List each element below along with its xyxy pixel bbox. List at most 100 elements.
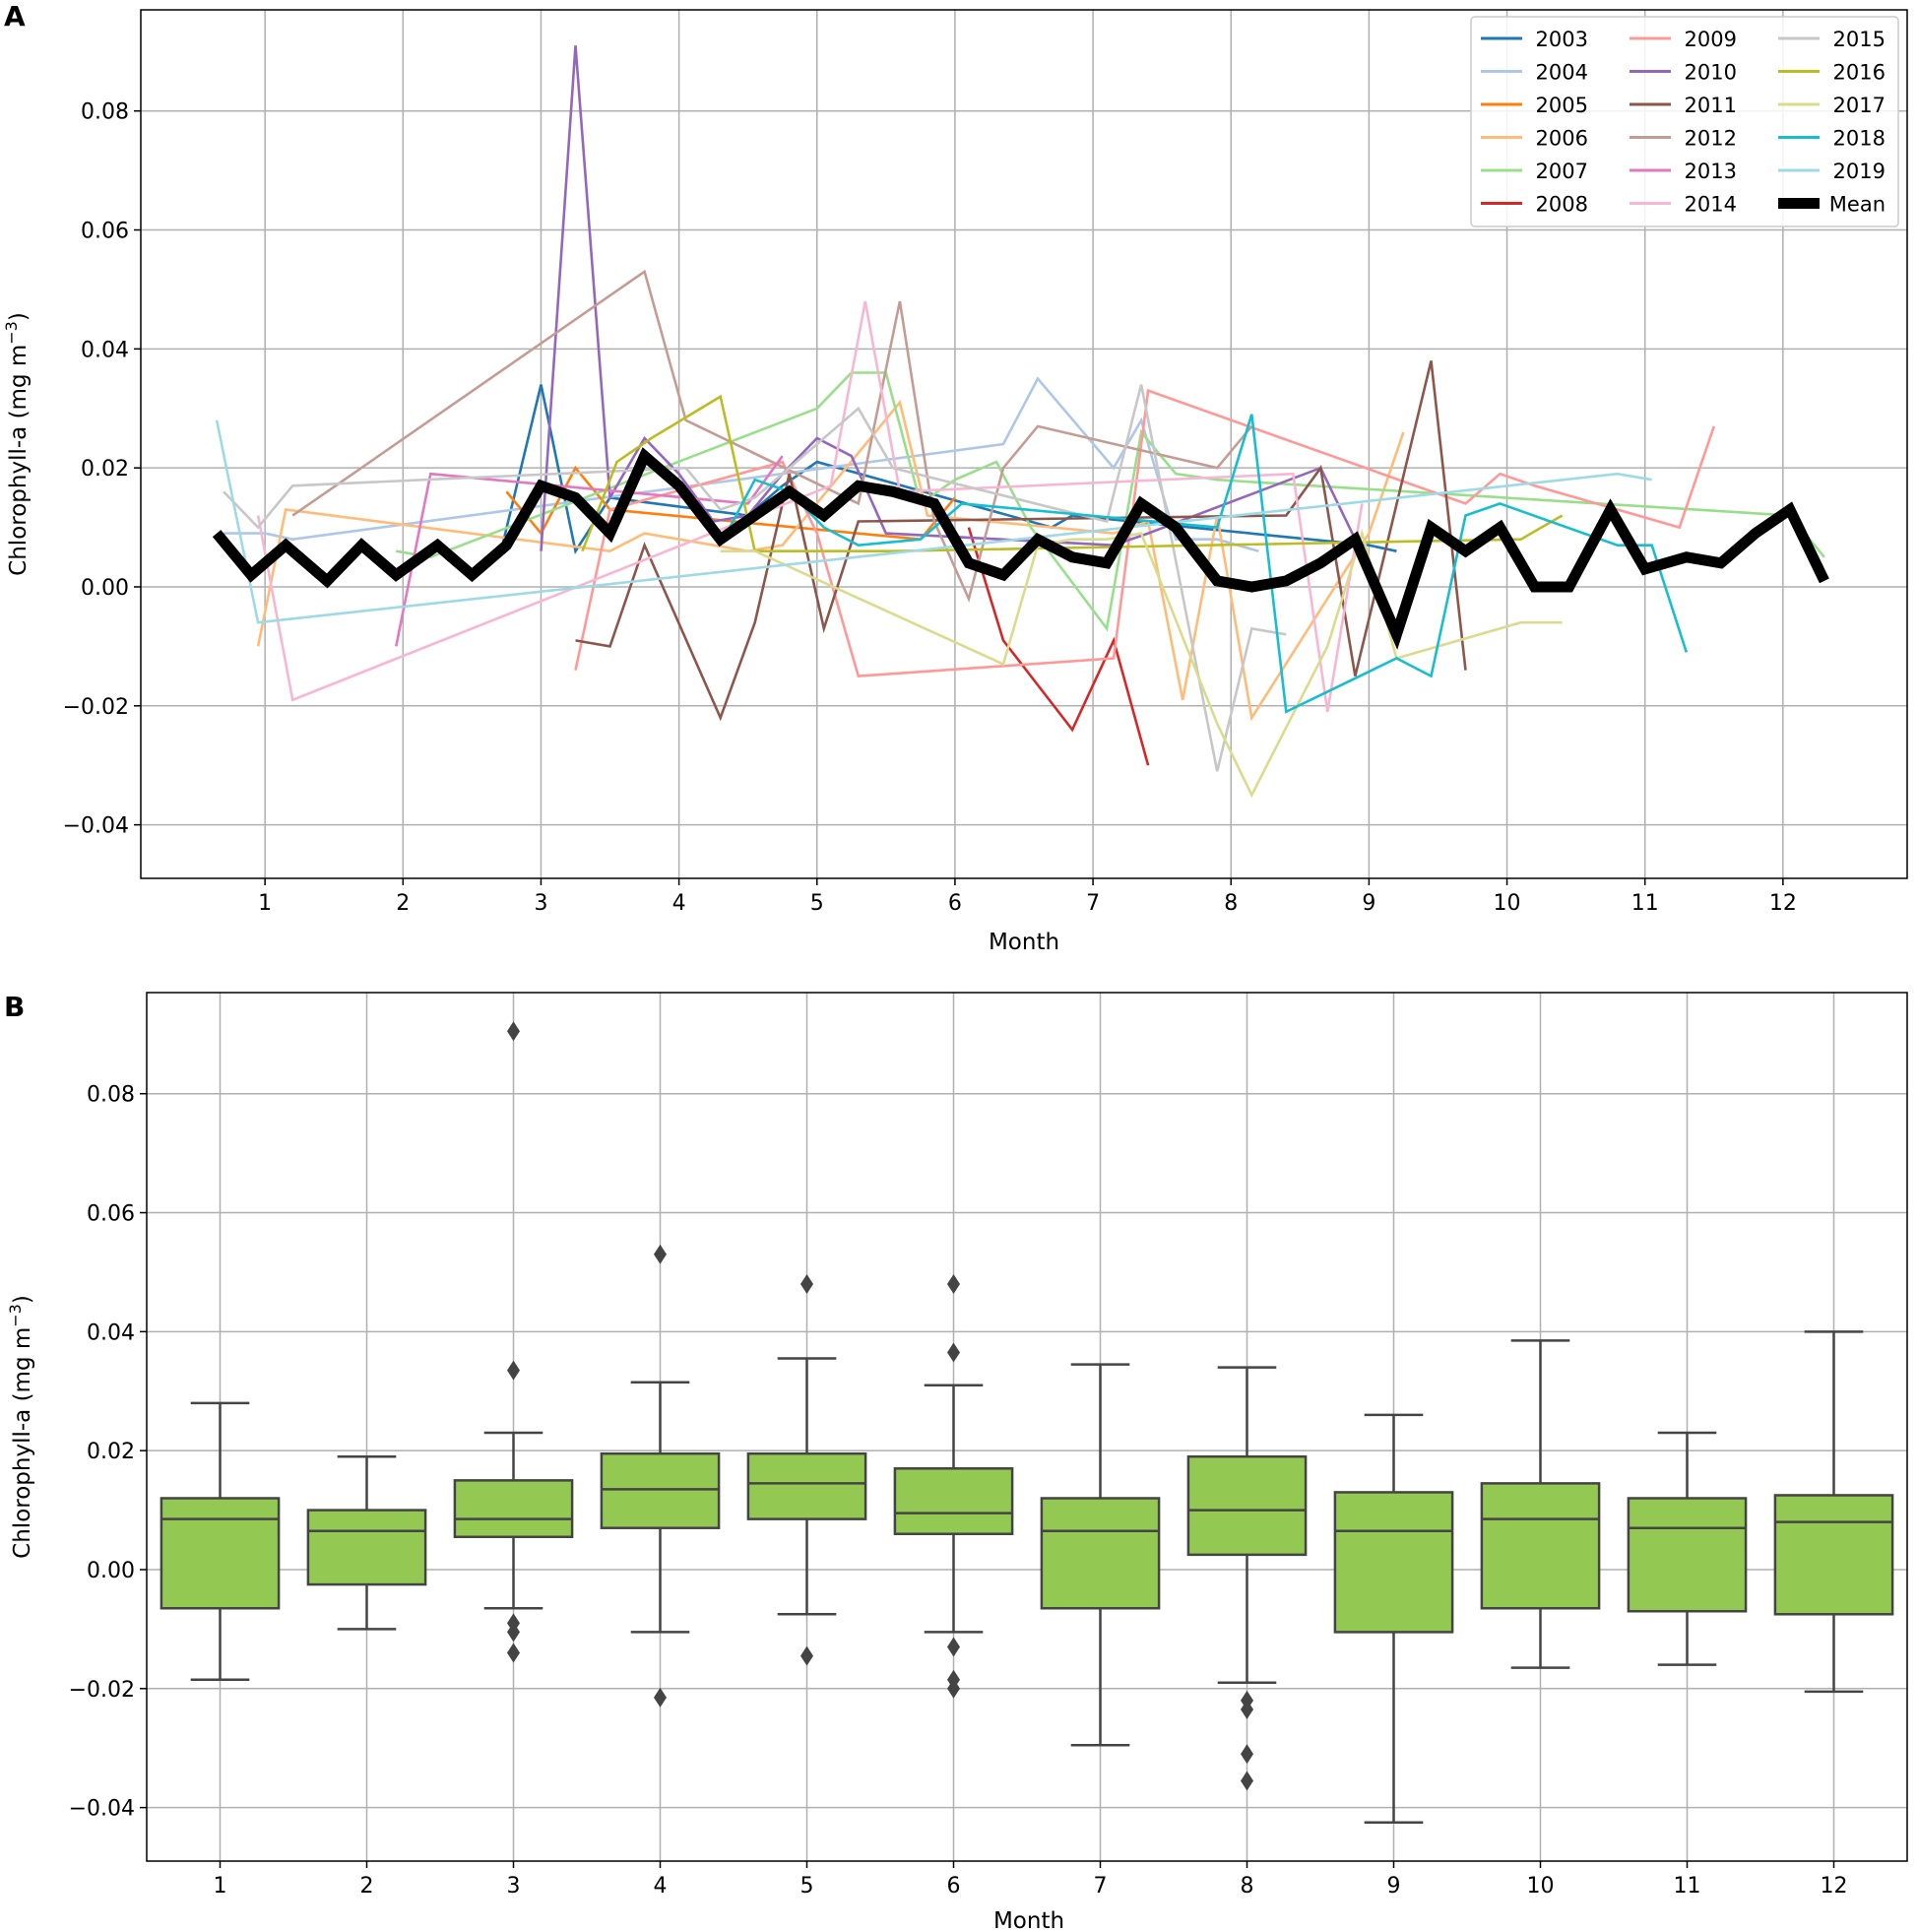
legend-label: 2014 [1685,193,1737,217]
outlier-marker [507,1642,520,1663]
panel-a-y-tick-label: 0.02 [81,457,129,482]
panel-b-letter: B [4,991,25,1023]
panel-a-line-chart: A 1 2 3 4 5 6 7 8 9 10 11 12−0.04−0.020.000.020.040… [2,0,1908,955]
panel-b-y-label-sup: −3 [6,1304,25,1327]
panel-a-y-axis-label: Chlorophyll-a (mg m−3) [2,312,32,576]
series-line-2015 [223,384,1287,772]
panel-a-x-tick-label: 12 [1769,891,1797,916]
outlier-marker [800,1645,813,1666]
panel-a-y-tick-label: 0.00 [81,576,129,601]
legend-label: 2012 [1685,127,1737,151]
panel-b-x-tick-label: 5 [800,1874,814,1899]
outlier-marker [800,1274,813,1295]
box-iqr [160,1497,281,1610]
panel-a-y-tick-label: 0.08 [81,100,129,125]
legend-label: Mean [1829,193,1886,217]
outlier-marker [947,1342,960,1363]
panel-a-y-label-main: Chlorophyll-a (mg m [6,345,32,576]
legend-label: 2004 [1536,61,1588,85]
panel-a-x-tick-label: 9 [1362,891,1375,916]
panel-a-x-tick-label: 10 [1494,891,1521,916]
panel-a-y-tick-label: −0.02 [63,695,129,720]
box-month-12 [1773,1330,1894,1694]
panel-b-x-axis-label: Month [993,1908,1064,1932]
panel-a-y-tick-label: 0.04 [81,338,129,362]
box-month-3 [453,1021,574,1663]
series-line-2006 [256,399,1405,722]
box-month-5 [746,1274,867,1666]
panel-b-ticks: 1 2 3 4 5 6 7 8 9 10 11 12−0.04−0.020.000.020.040.0… [69,1083,1848,1899]
panel-a-x-tick-label: 5 [810,891,824,916]
panel-a-y-tick-label: 0.06 [81,220,129,244]
legend-label: 2007 [1536,160,1588,183]
legend-label: 2013 [1685,160,1737,183]
panel-a-grid [141,10,1907,878]
outlier-marker [654,1687,667,1707]
outlier-marker [507,1021,520,1042]
legend-label: 2015 [1833,28,1886,51]
legend-label: 2006 [1536,127,1588,151]
legend-label: 2016 [1833,61,1886,85]
series-line-2019 [215,419,1652,624]
legend-label: 2008 [1536,193,1588,217]
outlier-marker [507,1622,520,1642]
box-iqr [893,1467,1014,1535]
box-iqr [306,1509,427,1586]
mean-line [212,447,1829,650]
box-month-2 [306,1454,427,1631]
legend-label: 2017 [1833,94,1886,117]
panel-b-x-tick-label: 3 [507,1874,521,1899]
panel-a-x-tick-label: 6 [948,891,962,916]
panel-b-x-tick-label: 11 [1674,1874,1701,1899]
panel-a-letter: A [4,0,26,32]
panel-a-x-tick-label: 1 [258,891,272,916]
panel-a-ticks: 1 2 3 4 5 6 7 8 9 10 11 12−0.04−0.020.000.020.040.0… [63,100,1797,916]
legend-label: 2003 [1536,28,1588,51]
panel-b-y-tick-label: 0.04 [87,1320,135,1345]
box-iqr [1773,1494,1894,1616]
panel-b-y-tick-label: 0.06 [87,1202,135,1227]
outlier-marker [1241,1771,1253,1791]
legend-label: 2019 [1833,160,1886,183]
panel-b-y-label-close: ) [10,1295,35,1304]
panel-b-y-tick-label: 0.00 [87,1559,135,1583]
panel-b-y-tick-label: 0.08 [87,1083,135,1108]
panel-b-x-tick-label: 12 [1821,1874,1848,1899]
panel-a-x-tick-label: 7 [1086,891,1100,916]
panel-b-x-tick-label: 9 [1387,1874,1401,1899]
legend-label: 2009 [1685,28,1737,51]
box-month-4 [600,1244,721,1707]
series-line-2004 [224,376,1259,552]
legend-label: 2005 [1536,94,1588,117]
box-iqr [1040,1497,1161,1610]
series-line-2016 [581,394,1564,553]
panel-b-boxes [160,1021,1894,1824]
box-month-8 [1186,1366,1308,1791]
panel-a-x-tick-label: 3 [534,891,547,916]
box-month-1 [160,1401,281,1681]
panel-b-x-tick-label: 4 [654,1874,668,1899]
panel-b-x-tick-label: 2 [360,1874,374,1899]
panel-a-x-tick-label: 11 [1631,891,1659,916]
box-iqr [1480,1482,1601,1610]
box-month-6 [893,1274,1014,1699]
box-iqr [453,1479,574,1539]
panel-b-x-tick-label: 7 [1094,1874,1108,1899]
series-line-2008 [967,527,1150,766]
box-iqr [746,1451,867,1520]
panel-b-y-tick-label: 0.02 [87,1440,135,1464]
panel-b-plot-frame [146,992,1908,1862]
panel-b-x-tick-label: 6 [947,1874,961,1899]
series-line-2018 [719,414,1689,714]
panel-b-box-plot: B 1 2 3 4 5 6 7 8 9 10 11 12−0.04−0.020.000.020.040… [4,991,1908,1932]
box-iqr [600,1451,721,1529]
legend-box [1470,16,1899,227]
outlier-marker [947,1637,960,1657]
series-line-2017 [720,528,1563,799]
series-line-2011 [575,360,1467,722]
outlier-marker [947,1274,960,1295]
panel-a-x-axis-label: Month [989,930,1059,955]
panel-b-y-axis-label: Chlorophyll-a (mg m−3) [6,1295,36,1559]
panel-a-plot-frame [140,9,1908,879]
